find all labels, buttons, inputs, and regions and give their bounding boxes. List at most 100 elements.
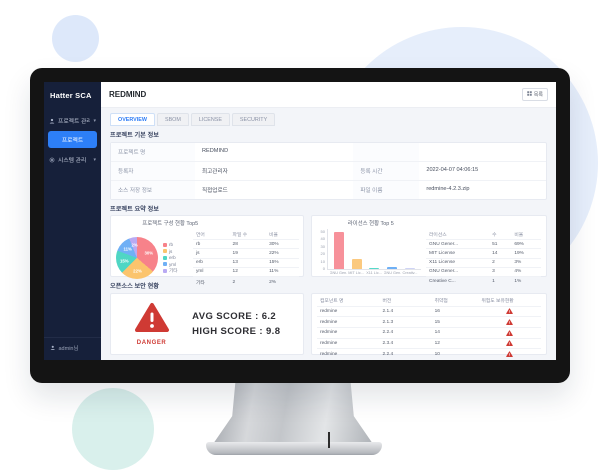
column-header: 버전 [382,299,392,305]
license-table: 라이선스 수 비율 GNU Gener... 51 69% MIT License 14 19%… [426,229,541,285]
sidebar-item-label: 프로젝트 관리 [58,119,91,125]
info-label: 등록 시간 [353,161,420,180]
table-row: GNU Gener... 51 69% [426,240,541,250]
legend-swatch [163,255,167,260]
tab-security[interactable]: SECURITY [231,113,276,126]
tab-overview[interactable]: OVERVIEW [110,113,155,126]
legend-label: yml [169,261,177,267]
table-cell: 2 [492,260,495,266]
column-header: 수 [492,232,497,238]
legend-label: rb [169,242,174,248]
legend-label: js [169,248,173,254]
bar-chart-title: 라이선스 현황 Top 5 [347,221,394,227]
table-cell: 2.2.4 [382,351,394,357]
table-row: redmine 2.1.3 15 [317,317,541,329]
risk-warning-icon [478,339,541,349]
table-cell: 15 [434,319,440,325]
table-cell: 19% [514,250,524,256]
table-cell: 22% [269,250,279,256]
table-row: erb 13 15% [193,259,299,268]
summary-row: 프로젝트 구성 현황 Top5 30% 22% 15% 11% 2% rb js erb ym… [110,215,547,286]
table-cell: 19 [232,250,238,256]
bar [369,267,380,269]
high-score: HIGH SCORE : 9.8 [192,325,281,337]
tab-license[interactable]: LICENSE [190,113,230,126]
monitor-stand [213,382,373,444]
column-header: 비율 [269,232,278,238]
vulnerability-card: 컴포넌트 명 버전 취약점 위험도 보유현황 redmine 2.1.4 16 redmine… [311,292,547,358]
table-row: redmine 2.2.4 14 [317,328,541,339]
column-header: 비율 [514,232,524,238]
sidebar-user[interactable]: admin님 [44,337,101,360]
table-row: MIT License 14 19% [426,249,541,259]
column-header: 컴포넌트 명 [320,299,344,305]
legend-item: erb [163,255,189,260]
y-tick-label: 50 [320,229,325,234]
info-row: 프로젝트 명 REDMIND [111,142,546,162]
table-row: X11 License 2 3% [426,259,541,268]
pie-slice-label: 2% [131,242,138,248]
sidebar: Hatter SCA 프로젝트 관리 ▾ 프로젝트 시스템 관리 ▾ [44,82,101,360]
chevron-down-icon: ▾ [93,156,96,163]
background-circle-small [52,15,99,62]
column-header: 파일 수 [232,232,248,238]
column-header: 언어 [196,232,205,238]
section-title-security: 오픈소스 보안 현황 [110,283,159,290]
pie-slice-label: 11% [123,246,132,252]
user-icon [49,118,55,124]
chevron-down-icon: ▾ [93,117,96,124]
danger-label: DANGER [136,339,167,346]
sidebar-item-project-management[interactable]: 프로젝트 관리 ▾ [44,112,101,129]
pie-slice-label: 22% [133,268,142,274]
pie-slice-label: 30% [144,250,154,256]
sidebar-item-system-management[interactable]: 시스템 관리 ▾ [44,151,101,168]
bar [405,268,416,269]
table-cell: GNU Gener... [429,241,459,247]
risk-warning-icon [478,349,541,359]
component-table: 컴포넌트 명 버전 취약점 위험도 보유현황 redmine 2.1.4 16 redmine… [317,296,541,360]
legend-swatch [163,269,167,274]
sidebar-user-label: admin님 [58,346,79,352]
table-cell: 3% [514,260,522,266]
composition-card: 프로젝트 구성 현황 Top5 30% 22% 15% 11% 2% rb js erb ym… [110,215,304,286]
table-cell: redmine [320,341,338,347]
list-button[interactable]: 목록 [521,88,548,101]
legend-item: rb [163,242,189,247]
background-circle-teal [72,388,154,470]
info-value: REDMIND [202,147,229,154]
y-tick-label: 30 [320,243,325,249]
legend-swatch [163,242,167,247]
sidebar-item-label: 시스템 관리 [58,158,87,164]
table-cell: 11% [269,269,279,275]
bar [387,266,398,269]
table-cell: 3 [492,269,495,275]
table-cell: 2.1.3 [382,319,394,325]
table-cell: 16 [434,309,440,315]
table-cell: 69% [514,241,524,247]
info-value: 최고관리자 [202,168,228,175]
table-cell: 14 [434,330,440,336]
table-cell: redmine [320,319,338,325]
info-label: 파일 이름 [353,180,420,199]
table-cell: GNU Gener... [429,269,459,275]
sidebar-item-project[interactable]: 프로젝트 [48,131,97,148]
table-cell: 2% [269,279,277,285]
risk-warning-icon [478,307,541,317]
page-title: REDMIND [109,90,147,99]
info-label [353,142,420,161]
info-label: 등록자 [111,161,195,180]
table-cell: redmine [320,351,338,357]
table-cell: rb [196,241,201,247]
table-cell: 15% [269,260,279,266]
tab-sbom[interactable]: SBOM [156,113,189,126]
section-title-summary: 프로젝트 요약 정보 [110,205,159,213]
info-row: 등록자 최고관리자 등록 시간 2022-04-07 04:06:15 [111,161,546,181]
monitor: Hatter SCA 프로젝트 관리 ▾ 프로젝트 시스템 관리 ▾ [30,68,570,448]
gear-icon [49,156,55,163]
info-row: 소스 저장 정보 직접업로드 파일 이름 redmine-4.2.3.zip [111,180,546,199]
table-cell: js [196,250,200,256]
y-tick-label: 10 [320,258,325,264]
content: OVERVIEW SBOM LICENSE SECURITY 프로젝트 기본 정보 프… [101,108,556,360]
